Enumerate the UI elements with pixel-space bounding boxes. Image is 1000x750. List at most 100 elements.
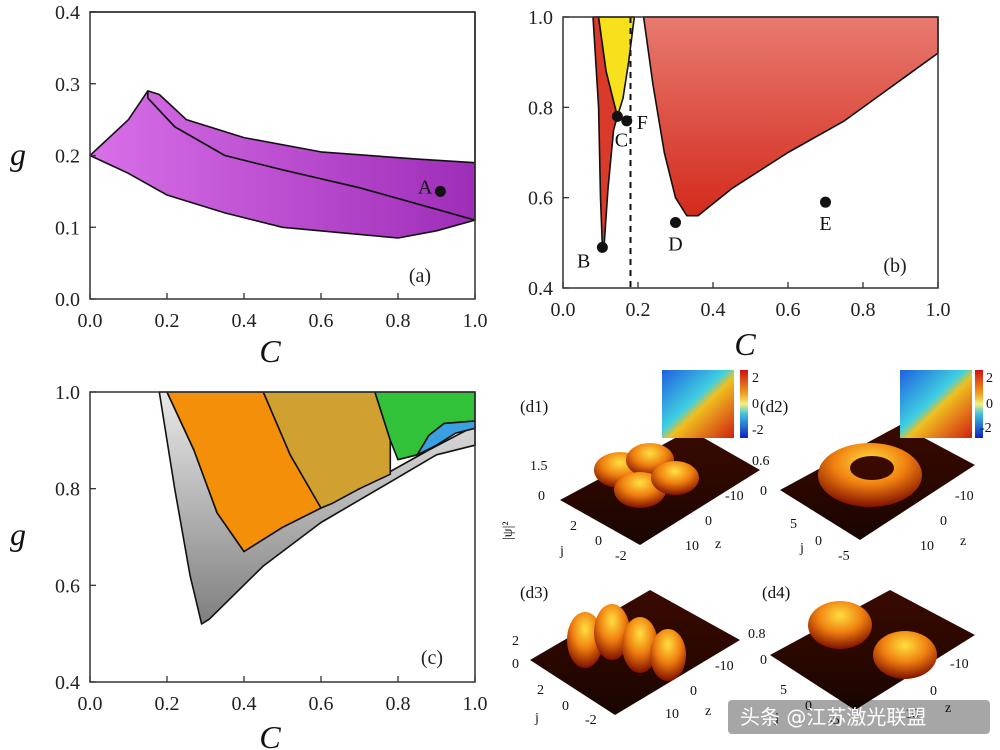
inset-d3-peak <box>594 604 630 660</box>
inset-d4-floor <box>770 590 975 710</box>
inset-d2-label: (d2) <box>760 397 788 416</box>
x-tick-label: 0.4 <box>232 693 257 715</box>
x-tick-label: 1.0 <box>463 693 488 715</box>
point-E <box>820 196 831 208</box>
point-C <box>611 110 623 122</box>
inset-d1-zname: z <box>715 537 721 552</box>
y-tick-label: 0.8 <box>55 479 80 501</box>
inset-d2-zaxis: -10 <box>955 489 974 504</box>
inset-d2-ztick: 0 <box>760 484 767 499</box>
inset-d4-ztick: 0 <box>760 653 767 668</box>
region-red-wide <box>642 16 939 217</box>
point-label-C: C <box>615 129 628 151</box>
inset-d1-colorbar <box>740 370 748 438</box>
inset-d3-zaxis: 0 <box>690 684 697 699</box>
inset-d2-zaxis: 0 <box>940 514 947 529</box>
inset-d2-jtick: 0 <box>815 534 822 549</box>
inset-d4-peak <box>808 601 872 649</box>
inset-d2: (d2) 0.6 0 5 0 -5 j 10 0 -10 z 2 0 -2 <box>752 370 993 564</box>
point-label-B: B <box>577 250 590 272</box>
x-tick-label: 0.2 <box>626 299 651 321</box>
inset-d4-jtick: -5 <box>828 713 840 728</box>
inset-d2-cbar-tick: 2 <box>986 371 993 386</box>
inset-d1-label: (d1) <box>520 397 548 416</box>
inset-d3-ztick: 0 <box>512 657 519 672</box>
inset-d2-colorbar <box>975 370 983 438</box>
panel-label: (c) <box>421 647 443 669</box>
inset-d1-cbar-tick: -2 <box>752 423 764 438</box>
inset-d1-peak <box>651 461 699 495</box>
x-axis-label: C <box>259 333 281 369</box>
inset-d2-phase-map <box>900 370 972 438</box>
y-tick-label: 1.0 <box>528 7 553 29</box>
inset-d1-jtick: -2 <box>615 549 627 564</box>
y-tick-label: 0.4 <box>55 2 80 24</box>
inset-d1-ztick: 0 <box>538 489 545 504</box>
y-tick-label: 0.6 <box>528 188 553 210</box>
point-label-F: F <box>637 112 648 134</box>
watermark: 头条 @江苏激光联盟 <box>728 700 990 734</box>
x-tick-label: 0.2 <box>155 693 180 715</box>
point-D <box>670 217 681 229</box>
point-F <box>621 115 633 127</box>
x-tick-label: 0.0 <box>551 299 576 321</box>
inset-d4-jname: j <box>774 711 779 726</box>
inset-d4: (d4) 0.8 0 5 0 -5 j 10 0 -10 z <box>748 583 975 728</box>
plot-frame <box>89 391 476 683</box>
inset-d4-jtick: 0 <box>805 699 812 714</box>
inset-d1-jtick: 2 <box>570 519 577 534</box>
watermark-text: 头条 @江苏激光联盟 <box>740 705 926 729</box>
inset-d4-label: (d4) <box>762 583 790 602</box>
inset-d3-jtick: 0 <box>562 699 569 714</box>
x-axis-label: C <box>259 719 281 750</box>
inset-d4-zaxis: 0 <box>930 684 937 699</box>
x-tick-label: 0.2 <box>155 310 180 332</box>
watermark-background <box>728 700 990 734</box>
x-tick-label: 0.4 <box>701 299 726 321</box>
x-tick-label: 0.0 <box>78 310 103 332</box>
inset-d4-zaxis: -10 <box>950 657 969 672</box>
inset-d2-zname: z <box>960 534 966 549</box>
point-B <box>596 241 608 253</box>
inset-plots: (d1) |ψ|² 1.5 0 2 0 -2 j 10 0 -10 z 2 0 … <box>501 370 993 728</box>
inset-d1-jtick: 0 <box>595 534 602 549</box>
inset-d3-label: (d3) <box>520 583 548 602</box>
inset-d3-zaxis: -10 <box>715 659 734 674</box>
inset-d2-jname: j <box>799 541 804 556</box>
inset-d2-ring-hole <box>850 456 894 480</box>
inset-d4-zaxis: 10 <box>905 707 919 722</box>
inset-d1: (d1) |ψ|² 1.5 0 2 0 -2 j 10 0 -10 z 2 0 … <box>501 370 764 564</box>
inset-d1-cbar-tick: 0 <box>752 397 759 412</box>
inset-d3-ztick: 2 <box>512 634 519 649</box>
y-tick-label: 1.0 <box>55 382 80 404</box>
inset-d3-jname: j <box>534 711 539 726</box>
inset-d4-jtick: 5 <box>780 683 787 698</box>
panel-label: (a) <box>409 265 431 287</box>
x-tick-label: 0.6 <box>309 693 334 715</box>
panel-label: (b) <box>883 255 906 277</box>
y-axis-label: g <box>10 516 26 552</box>
inset-d1-cbar-tick: 2 <box>752 371 759 386</box>
inset-d3-peak <box>650 629 686 681</box>
inset-d1-zaxis: 0 <box>705 514 712 529</box>
inset-d1-zaxis: 10 <box>685 539 699 554</box>
inset-d3-peak <box>622 617 658 673</box>
point-A <box>434 185 446 197</box>
inset-d3-jtick: -2 <box>585 713 597 728</box>
inset-d1-jname: j <box>559 544 564 559</box>
inset-d4-zname: z <box>945 701 951 716</box>
inset-d4-ztick: 0.8 <box>748 627 766 642</box>
y-tick-label: 0.0 <box>55 289 80 311</box>
inset-d2-jtick: -5 <box>838 549 850 564</box>
panel-a: 0.0 0.2 0.4 0.6 0.8 1.00.00.10.20.30.4Cg(a)A <box>10 2 488 369</box>
x-tick-label: 1.0 <box>463 310 488 332</box>
inset-d2-jtick: 5 <box>790 517 797 532</box>
x-tick-label: 0.8 <box>851 299 876 321</box>
y-tick-label: 0.2 <box>55 146 80 168</box>
point-label-A: A <box>418 176 433 198</box>
inset-d3-jtick: 2 <box>537 683 544 698</box>
x-tick-label: 0.6 <box>776 299 801 321</box>
x-axis-label: C <box>734 326 756 362</box>
region-stable-lower <box>89 90 476 239</box>
